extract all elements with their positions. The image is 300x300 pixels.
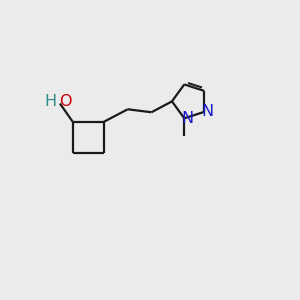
Text: N: N (201, 104, 213, 119)
Text: H: H (44, 94, 56, 109)
Text: N: N (181, 111, 193, 126)
Text: O: O (59, 94, 71, 109)
